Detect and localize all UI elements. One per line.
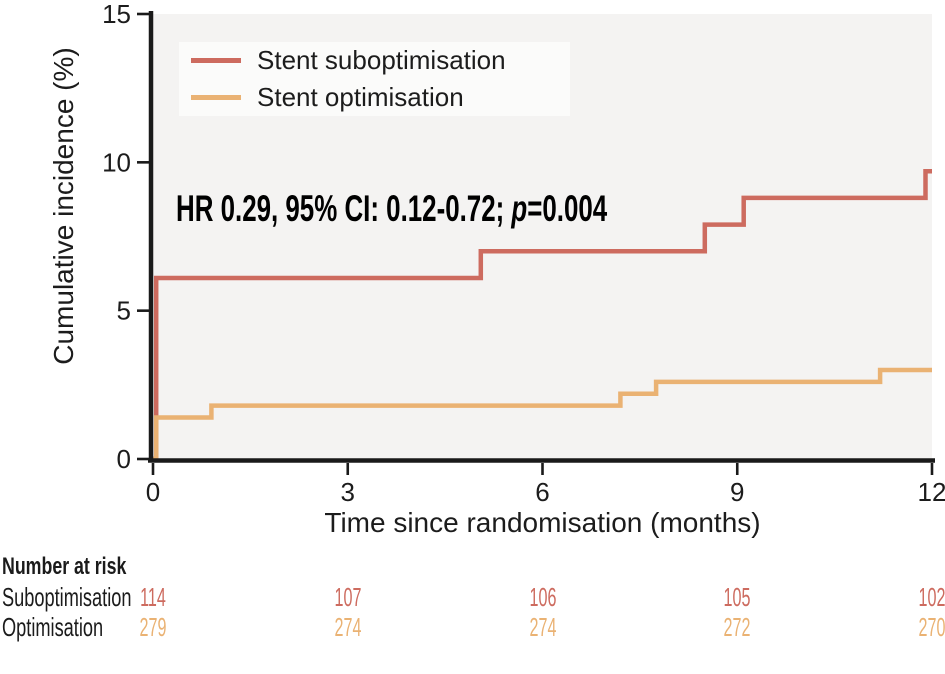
plot-area-background [153, 14, 932, 459]
x-tick-label: 12 [918, 477, 945, 507]
x-tick-label: 0 [146, 477, 160, 507]
y-tick-label: 5 [117, 296, 131, 326]
y-tick-label: 0 [117, 444, 131, 474]
x-tick-label: 9 [730, 477, 744, 507]
curve-suboptimisation [153, 168, 932, 462]
x-tick-label: 6 [535, 477, 549, 507]
x-tick-label: 3 [341, 477, 355, 507]
curve-optimisation [153, 367, 932, 462]
y-tick-label: 10 [102, 147, 131, 177]
y-tick-label: 15 [102, 0, 131, 29]
